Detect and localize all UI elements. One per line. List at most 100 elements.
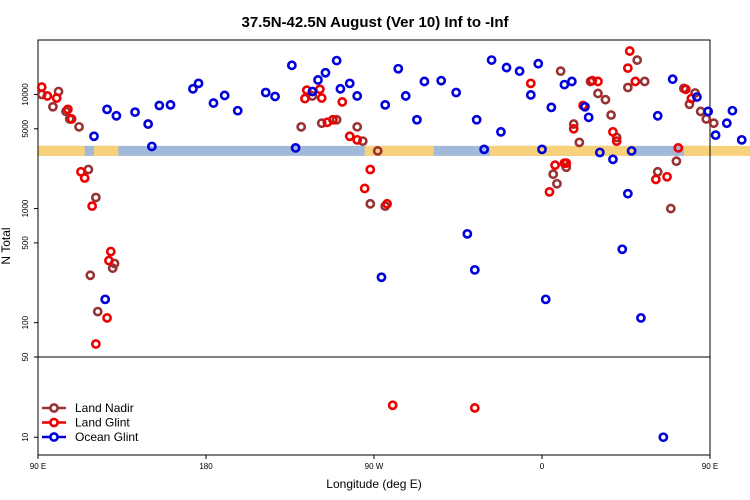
data-point (62, 104, 73, 115)
data-point (290, 143, 301, 153)
data-point (74, 121, 84, 132)
legend-label: Land Nadir (75, 401, 134, 415)
data-point (102, 104, 112, 115)
data-point (501, 62, 512, 73)
data-point (42, 91, 53, 101)
data-point (680, 84, 691, 95)
data-point (344, 78, 355, 89)
data-point (736, 134, 747, 145)
y-tick-label: 500 (21, 236, 30, 250)
data-point (608, 154, 618, 165)
data-point (626, 146, 637, 156)
data-point (671, 156, 682, 167)
data-point (357, 136, 368, 147)
data-point (270, 91, 280, 102)
data-point (630, 76, 641, 87)
data-point (335, 83, 346, 94)
data-point (462, 228, 473, 239)
data-point (594, 147, 605, 158)
data-point (555, 66, 566, 77)
data-point (471, 114, 482, 125)
data-point (514, 66, 525, 77)
data-point (89, 131, 99, 142)
data-point (652, 110, 663, 121)
x-tick-label: 180 (199, 462, 213, 471)
data-point (525, 90, 536, 100)
data-point (382, 198, 392, 209)
data-point (667, 74, 678, 85)
data-point (665, 203, 676, 214)
data-point (372, 146, 383, 156)
data-point (639, 76, 650, 87)
data-point (387, 400, 398, 411)
x-tick-label: 90 W (365, 462, 384, 471)
data-point (486, 55, 497, 65)
x-tick-label: 0 (540, 462, 545, 471)
data-point (337, 97, 348, 107)
data-point (537, 144, 547, 155)
data-points (36, 46, 747, 443)
chart-title: 37.5N-42.5N August (Ver 10) Inf to -Inf (242, 14, 510, 31)
data-point (550, 160, 560, 171)
data-point (146, 141, 157, 152)
upper-y-axis: 100 500 1000 5000 10000 (21, 83, 38, 329)
data-point (552, 178, 562, 189)
data-point (352, 121, 363, 132)
series-ocean-glint (89, 55, 747, 443)
data-point (313, 75, 323, 85)
data-point (107, 263, 118, 274)
data-point (617, 244, 628, 255)
data-point (36, 82, 47, 92)
x-tick-label: 90 E (702, 462, 718, 471)
y-tick-label: 10 (21, 432, 30, 441)
y-tick-label: 50 (21, 352, 30, 361)
legend-item: Ocean Glint (42, 430, 139, 444)
data-point (412, 114, 422, 125)
legend-marker (49, 432, 59, 442)
data-point (548, 169, 559, 180)
data-point (632, 55, 643, 65)
data-point (331, 55, 342, 66)
data-point (606, 110, 616, 120)
data-point (219, 90, 230, 101)
data-point (359, 183, 370, 194)
data-point (673, 143, 684, 153)
data-point (650, 174, 661, 185)
data-point (90, 192, 101, 203)
data-point (600, 94, 611, 105)
data-point (87, 201, 98, 212)
data-point (365, 198, 376, 209)
data-point (703, 106, 714, 117)
data-point (587, 75, 598, 86)
legend-label: Land Glint (75, 416, 130, 430)
data-point (622, 63, 633, 74)
data-point (546, 102, 557, 113)
data-point (300, 93, 310, 104)
data-point (692, 92, 702, 102)
data-point (102, 313, 112, 323)
data-point (79, 173, 90, 183)
data-point (352, 91, 363, 101)
x-tick-label: 90 E (30, 462, 46, 471)
data-point (436, 75, 447, 86)
data-point (593, 88, 603, 99)
data-point (232, 105, 243, 116)
data-point (611, 136, 622, 147)
data-point (286, 60, 297, 71)
data-point (48, 101, 58, 112)
data-point (320, 67, 331, 78)
data-point (479, 144, 490, 155)
data-point (365, 164, 376, 175)
legend-marker (49, 417, 59, 428)
data-point (580, 101, 590, 112)
legend-marker (49, 403, 59, 413)
legend-item: Land Glint (42, 416, 130, 430)
data-point (307, 86, 318, 97)
data-point (540, 294, 551, 305)
data-point (658, 432, 669, 443)
data-point (376, 272, 387, 283)
data-point (568, 123, 579, 134)
y-axis-label: N Total (0, 227, 13, 264)
data-point (316, 118, 327, 129)
